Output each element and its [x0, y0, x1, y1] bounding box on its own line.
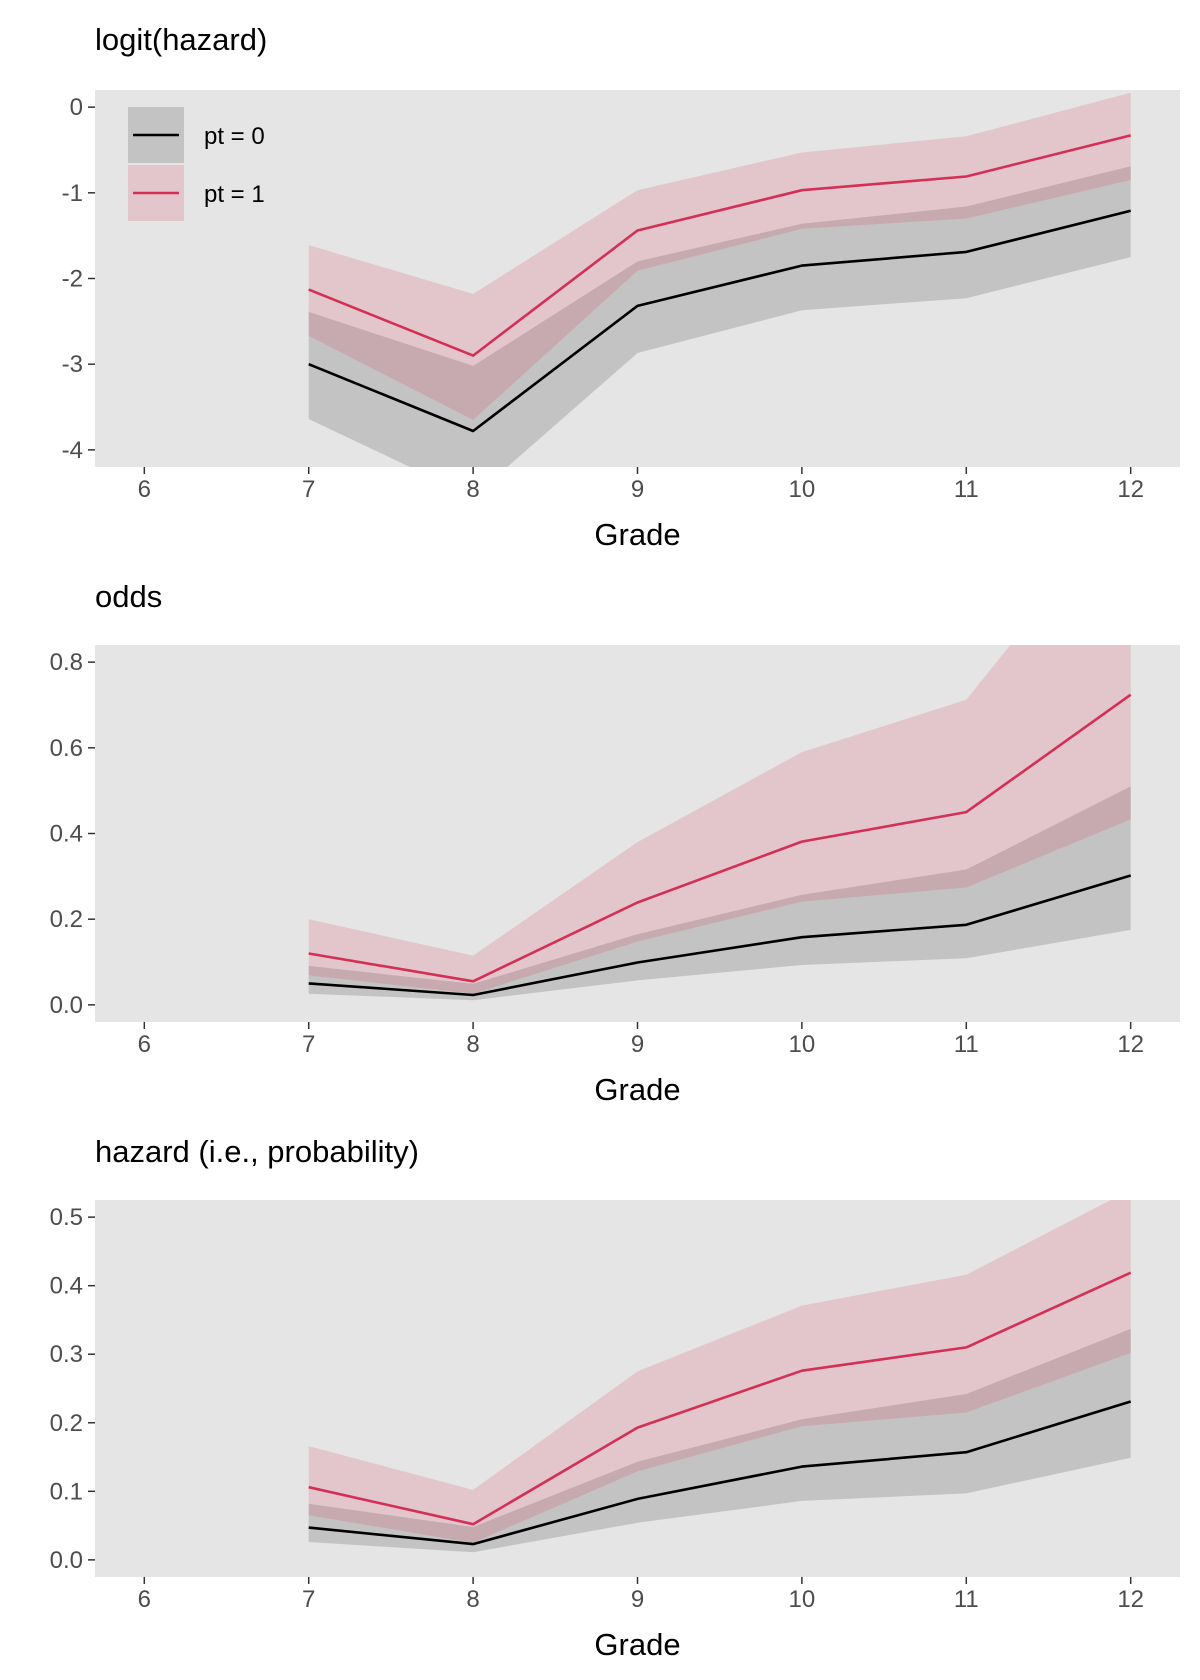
legend-item-pt1: pt = 1 [128, 165, 265, 221]
x-tick-label: 11 [954, 1031, 979, 1058]
x-tick-label: 10 [789, 476, 816, 503]
plot-area [308, 645, 1132, 1001]
y-tick-label: 0.8 [50, 649, 83, 676]
ci-band-pt0 [308, 166, 1131, 467]
x-tick-label: 7 [302, 1586, 315, 1613]
panel-title: logit(hazard) [95, 22, 267, 57]
ci-band-pt0 [308, 786, 1131, 1001]
x-axis-title: Grade [594, 1627, 680, 1662]
y-axis: 0 -1 -2 -3 -4 [62, 94, 95, 464]
x-axis: 6 7 8 9 10 11 12 [138, 467, 1144, 503]
ci-band-pt0 [308, 1328, 1131, 1553]
plot-background [95, 1200, 1180, 1577]
plot-area [308, 92, 1132, 467]
plot-background [95, 645, 1180, 1022]
x-tick-label: 6 [138, 1586, 151, 1613]
panel-odds: odds 0.0 0.2 0.4 0.6 0.8 6 7 8 9 10 11 12 Grade [50, 579, 1180, 1107]
x-tick-label: 8 [466, 476, 479, 503]
y-tick-label: -2 [62, 266, 83, 293]
series-line-pt0 [308, 209, 1132, 433]
legend-label: pt = 1 [204, 181, 265, 208]
ci-band-pt1 [308, 92, 1131, 420]
y-axis: 0.0 0.1 0.2 0.3 0.4 0.5 [50, 1204, 95, 1574]
y-tick-label: 0.0 [50, 1547, 83, 1574]
x-axis: 6 7 8 9 10 11 12 [138, 1022, 1144, 1058]
x-tick-label: 10 [789, 1586, 816, 1613]
x-tick-label: 8 [466, 1586, 479, 1613]
x-tick-label: 7 [302, 476, 315, 503]
y-tick-label: -3 [62, 351, 83, 378]
series-line-pt0 [308, 1400, 1132, 1546]
x-tick-label: 12 [1117, 476, 1144, 503]
x-tick-label: 11 [954, 1586, 979, 1613]
y-tick-label: 0.2 [50, 1410, 83, 1437]
y-tick-label: 0.6 [50, 735, 83, 762]
y-tick-label: 0.4 [50, 1273, 83, 1300]
x-tick-label: 11 [954, 476, 979, 503]
x-axis-title: Grade [594, 1072, 680, 1107]
x-tick-label: 7 [302, 1031, 315, 1058]
series-line-pt1 [308, 693, 1132, 983]
x-tick-label: 12 [1117, 1031, 1144, 1058]
plot-area [308, 1200, 1132, 1553]
legend-label: pt = 0 [204, 123, 265, 150]
y-tick-label: 0.4 [50, 821, 83, 848]
y-tick-label: 0 [70, 94, 83, 121]
y-tick-label: 0.5 [50, 1204, 83, 1231]
x-axis-title: Grade [594, 517, 680, 552]
panel-title: odds [95, 579, 162, 614]
ci-band-pt1 [308, 1200, 1131, 1543]
x-axis: 6 7 8 9 10 11 12 [138, 1577, 1144, 1613]
y-tick-label: 0.2 [50, 906, 83, 933]
y-axis: 0.0 0.2 0.4 0.6 0.8 [50, 649, 95, 1019]
x-tick-label: 8 [466, 1031, 479, 1058]
panel-logit-hazard: logit(hazard) 0 -1 -2 -3 -4 6 7 8 9 10 11 12 Grade pt … [62, 22, 1180, 552]
x-tick-label: 9 [631, 1586, 644, 1613]
series-line-pt1 [308, 1271, 1132, 1526]
panel-title: hazard (i.e., probability) [95, 1134, 419, 1169]
panel-hazard: hazard (i.e., probability)0.00.10.20.30.… [50, 1134, 1180, 1662]
x-tick-label: 12 [1117, 1586, 1144, 1613]
series-line-pt0 [308, 874, 1132, 997]
x-tick-label: 6 [138, 1031, 151, 1058]
x-tick-label: 10 [789, 1031, 816, 1058]
x-tick-label: 6 [138, 476, 151, 503]
series-line-pt1 [308, 134, 1132, 357]
x-tick-label: 9 [631, 476, 644, 503]
y-tick-label: 0.3 [50, 1341, 83, 1368]
y-tick-label: -4 [62, 437, 83, 464]
y-tick-label: 0.0 [50, 992, 83, 1019]
y-tick-label: -1 [62, 180, 83, 207]
legend-item-pt0: pt = 0 [128, 107, 265, 163]
ci-band-pt1 [308, 645, 1131, 994]
legend: pt = 0 pt = 1 [128, 107, 265, 221]
x-tick-label: 9 [631, 1031, 644, 1058]
y-tick-label: 0.1 [50, 1478, 83, 1505]
plot-background [95, 90, 1180, 467]
